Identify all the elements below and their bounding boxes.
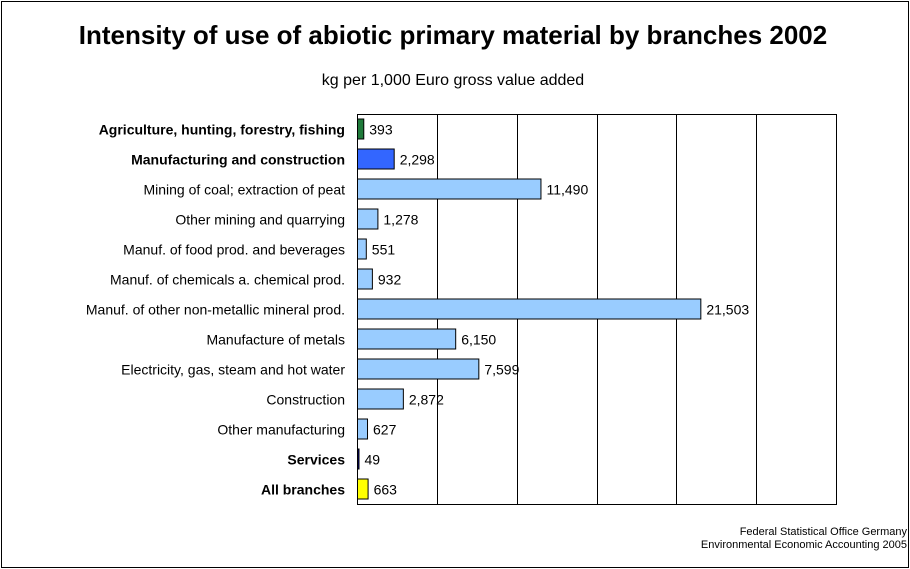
bar	[357, 478, 369, 500]
category-label: Construction	[266, 392, 345, 408]
bar	[357, 388, 404, 410]
category-label: Electricity, gas, steam and hot water	[121, 362, 345, 378]
data-label: 11,490	[546, 182, 588, 198]
chart-title: Intensity of use of abiotic primary mate…	[78, 20, 828, 50]
bar	[357, 418, 369, 440]
data-label: 1,278	[383, 212, 418, 228]
data-label: 663	[374, 482, 398, 498]
bar	[357, 208, 379, 230]
category-label: Manufacturing and construction	[131, 152, 345, 168]
data-label: 627	[373, 422, 397, 438]
category-label: Manuf. of other non-metallic mineral pro…	[86, 302, 345, 318]
source-note: Federal Statistical Office Germany Envir…	[701, 526, 907, 552]
data-label: 6,150	[461, 332, 496, 348]
category-label: Services	[287, 452, 345, 468]
category-label: Agriculture, hunting, forestry, fishing	[99, 122, 345, 138]
category-label: Mining of coal; extraction of peat	[143, 182, 345, 198]
data-label: 551	[372, 242, 396, 258]
chart-subtitle: kg per 1,000 Euro gross value added	[321, 72, 585, 89]
data-label: 7,599	[484, 362, 519, 378]
bar	[357, 238, 367, 260]
data-label: 21,503	[706, 302, 749, 318]
category-label: Manufacture of metals	[206, 332, 345, 348]
data-label: 932	[378, 272, 402, 288]
bar	[357, 118, 365, 140]
bar	[357, 268, 373, 290]
category-label: Manuf. of chemicals a. chemical prod.	[110, 272, 345, 288]
bar	[357, 178, 542, 200]
category-label: All branches	[261, 482, 345, 498]
category-label: Manuf. of food prod. and beverages	[123, 242, 345, 258]
plot-border	[357, 114, 837, 505]
category-label: Other mining and quarrying	[175, 212, 345, 228]
data-label: 2,872	[409, 392, 444, 408]
bar	[357, 298, 702, 320]
data-label: 49	[365, 452, 381, 468]
source-line-1: Federal Statistical Office Germany	[739, 526, 907, 538]
category-label: Other manufacturing	[217, 422, 345, 438]
bar	[357, 328, 457, 350]
bar	[357, 358, 480, 380]
bar	[357, 148, 395, 170]
data-label: 2,298	[400, 152, 435, 168]
data-label: 393	[369, 122, 393, 138]
source-line-2: Environmental Economic Accounting 2005	[700, 539, 907, 551]
